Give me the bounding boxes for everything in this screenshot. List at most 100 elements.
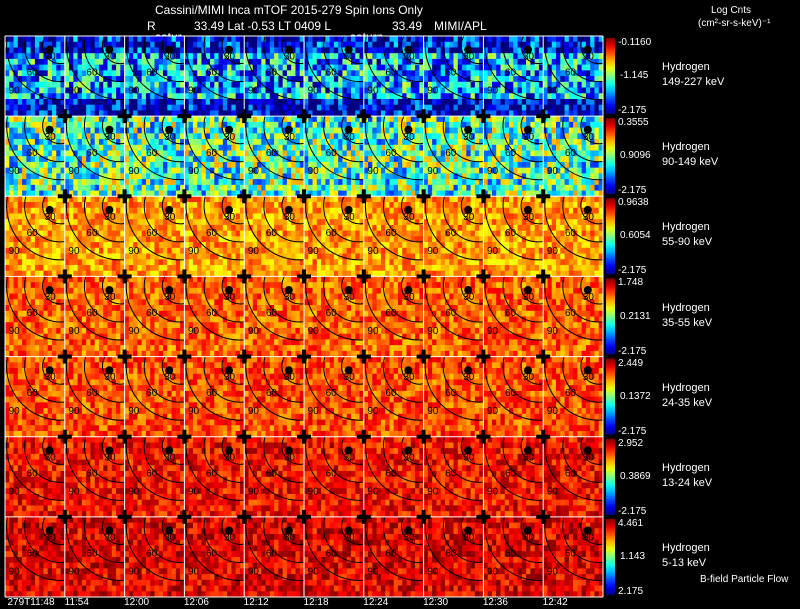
image-pixel [577, 41, 583, 48]
image-pixel [261, 116, 266, 123]
image-pixel [440, 133, 446, 140]
image-pixel [568, 127, 574, 134]
image-pixel [13, 98, 19, 106]
image-pixel [321, 47, 326, 54]
image-pixel [39, 150, 44, 157]
image-pixel [167, 167, 172, 174]
image-pixel [278, 167, 284, 174]
image-pixel [30, 110, 36, 117]
image-pixel [145, 230, 151, 237]
image-pixel [269, 236, 275, 243]
image-pixel [513, 98, 518, 106]
image-pixel [474, 47, 480, 54]
image-pixel [86, 161, 91, 169]
image-pixel [175, 259, 181, 266]
image-pixel [415, 133, 420, 140]
image-pixel [329, 161, 335, 169]
image-pixel [487, 53, 493, 60]
contour-90 [125, 36, 185, 101]
contour-90 [245, 36, 304, 101]
image-pixel [521, 184, 527, 191]
image-pixel [163, 144, 168, 151]
image-pixel [39, 98, 44, 106]
image-pixel [257, 98, 262, 106]
image-pixel [385, 53, 390, 60]
contour-label-90: 90 [367, 86, 379, 97]
image-pixel [43, 173, 49, 180]
image-pixel [521, 81, 527, 88]
image-pixel [133, 167, 138, 174]
image-pixel [487, 161, 493, 169]
image-pixel [81, 139, 87, 146]
image-pixel [389, 98, 395, 106]
contour-90 [484, 116, 544, 181]
image-pixel [286, 156, 292, 163]
image-pixel [261, 207, 266, 214]
image-pixel [235, 139, 241, 146]
image-pixel [124, 64, 130, 71]
image-pixel [175, 184, 181, 191]
image-pixel [487, 173, 493, 180]
contour-30 [101, 36, 125, 65]
image-pixel [376, 93, 382, 100]
image-pixel [487, 81, 493, 88]
image-pixel [17, 247, 23, 254]
image-pixel [483, 47, 489, 54]
image-pixel [487, 116, 493, 123]
image-pixel [103, 156, 108, 163]
contour-label-60: 60 [86, 228, 98, 239]
image-pixel [338, 133, 343, 140]
image-pixel [517, 98, 523, 106]
image-pixel [116, 110, 121, 117]
image-pixel [321, 93, 326, 100]
image-pixel [158, 70, 164, 77]
image-pixel [214, 139, 219, 146]
image-pixel [43, 156, 49, 163]
image-pixel [214, 93, 219, 100]
image-pixel [291, 70, 296, 77]
image-pixel [538, 93, 544, 100]
image-pixel [581, 41, 587, 48]
image-pixel [73, 93, 79, 100]
image-pixel [427, 110, 433, 117]
contour-label-30: 30 [284, 52, 296, 63]
image-pixel [581, 173, 587, 180]
image-pixel [265, 236, 271, 243]
image-pixel [103, 41, 108, 48]
image-pixel [500, 150, 506, 157]
image-pixel [385, 184, 390, 191]
image-pixel [402, 36, 407, 43]
image-pixel [9, 236, 14, 243]
image-pixel [188, 36, 194, 43]
image-pixel [274, 64, 279, 71]
image-pixel [321, 184, 326, 191]
image-pixel [60, 236, 65, 243]
image-pixel [406, 64, 412, 71]
image-pixel [338, 190, 343, 197]
image-pixel [128, 76, 134, 83]
image-pixel [389, 76, 395, 83]
image-pixel [286, 104, 292, 111]
image-pixel [214, 133, 219, 140]
image-pixel [60, 179, 65, 186]
image-pixel [363, 70, 369, 77]
image-pixel [98, 167, 104, 174]
image-pixel [231, 70, 237, 77]
image-pixel [137, 219, 143, 226]
image-pixel [423, 167, 429, 174]
image-pixel [47, 247, 53, 254]
image-pixel [483, 41, 489, 48]
image-pixel [98, 41, 104, 48]
image-pixel [265, 104, 271, 111]
image-pixel [491, 98, 497, 106]
image-pixel [487, 70, 493, 77]
image-pixel [22, 36, 27, 43]
image-pixel [299, 104, 304, 111]
image-pixel [154, 167, 160, 174]
image-pixel [282, 167, 288, 174]
image-pixel [103, 116, 108, 123]
image-pixel [120, 179, 125, 186]
image-pixel [346, 184, 352, 191]
contour-label-90: 90 [427, 166, 439, 177]
image-pixel [538, 121, 544, 128]
